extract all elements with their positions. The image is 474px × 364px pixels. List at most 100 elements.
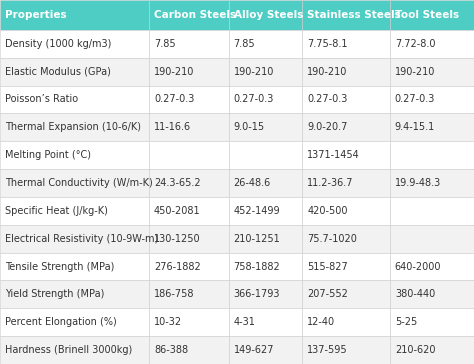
Text: 366-1793: 366-1793 bbox=[234, 289, 280, 299]
Text: Stainless Steels: Stainless Steels bbox=[307, 10, 401, 20]
Bar bbox=[0, 141, 149, 169]
Bar bbox=[0, 308, 149, 336]
Text: 450-2081: 450-2081 bbox=[154, 206, 201, 216]
Text: 380-440: 380-440 bbox=[395, 289, 435, 299]
Bar bbox=[229, 141, 302, 169]
Text: 758-1882: 758-1882 bbox=[234, 262, 281, 272]
Bar bbox=[390, 86, 474, 113]
Text: 190-210: 190-210 bbox=[154, 67, 194, 76]
Text: 276-1882: 276-1882 bbox=[154, 262, 201, 272]
Text: 149-627: 149-627 bbox=[234, 345, 274, 355]
Bar bbox=[390, 336, 474, 364]
Text: 0.27-0.3: 0.27-0.3 bbox=[234, 95, 274, 104]
Bar bbox=[0, 169, 149, 197]
Bar bbox=[229, 308, 302, 336]
Bar bbox=[149, 86, 229, 113]
Text: 515-827: 515-827 bbox=[307, 262, 348, 272]
Bar bbox=[390, 113, 474, 141]
Text: Electrical Resistivity (10-9W-m): Electrical Resistivity (10-9W-m) bbox=[5, 234, 158, 244]
Text: 7.72-8.0: 7.72-8.0 bbox=[395, 39, 435, 49]
Text: Alloy Steels: Alloy Steels bbox=[234, 10, 303, 20]
Bar bbox=[302, 141, 390, 169]
Text: 207-552: 207-552 bbox=[307, 289, 348, 299]
Bar bbox=[302, 30, 390, 58]
Bar bbox=[302, 113, 390, 141]
Text: Elastic Modulus (GPa): Elastic Modulus (GPa) bbox=[5, 67, 110, 76]
Bar bbox=[390, 30, 474, 58]
Bar bbox=[149, 141, 229, 169]
Bar bbox=[302, 197, 390, 225]
Bar bbox=[229, 86, 302, 113]
Text: 5-25: 5-25 bbox=[395, 317, 417, 327]
Text: 190-210: 190-210 bbox=[307, 67, 347, 76]
Bar bbox=[149, 280, 229, 308]
Bar bbox=[229, 197, 302, 225]
Text: 86-388: 86-388 bbox=[154, 345, 188, 355]
Bar bbox=[302, 308, 390, 336]
Bar bbox=[149, 253, 229, 280]
Text: 24.3-65.2: 24.3-65.2 bbox=[154, 178, 201, 188]
Bar bbox=[390, 0, 474, 30]
Bar bbox=[149, 336, 229, 364]
Text: Properties: Properties bbox=[5, 10, 66, 20]
Text: Hardness (Brinell 3000kg): Hardness (Brinell 3000kg) bbox=[5, 345, 132, 355]
Bar bbox=[0, 225, 149, 253]
Bar bbox=[0, 30, 149, 58]
Bar bbox=[0, 0, 149, 30]
Text: 11.2-36.7: 11.2-36.7 bbox=[307, 178, 354, 188]
Bar bbox=[0, 197, 149, 225]
Bar bbox=[149, 169, 229, 197]
Text: 7.75-8.1: 7.75-8.1 bbox=[307, 39, 347, 49]
Text: 186-758: 186-758 bbox=[154, 289, 194, 299]
Bar bbox=[229, 58, 302, 86]
Bar bbox=[149, 30, 229, 58]
Text: 26-48.6: 26-48.6 bbox=[234, 178, 271, 188]
Text: 0.27-0.3: 0.27-0.3 bbox=[395, 95, 435, 104]
Bar bbox=[302, 336, 390, 364]
Bar bbox=[229, 113, 302, 141]
Bar bbox=[302, 225, 390, 253]
Bar bbox=[0, 86, 149, 113]
Bar bbox=[229, 30, 302, 58]
Bar bbox=[390, 58, 474, 86]
Bar bbox=[229, 0, 302, 30]
Bar bbox=[149, 308, 229, 336]
Text: 130-1250: 130-1250 bbox=[154, 234, 201, 244]
Text: Thermal Conductivity (W/m-K): Thermal Conductivity (W/m-K) bbox=[5, 178, 153, 188]
Text: 210-1251: 210-1251 bbox=[234, 234, 281, 244]
Text: Melting Point (°C): Melting Point (°C) bbox=[5, 150, 91, 160]
Bar bbox=[302, 58, 390, 86]
Text: 9.0-15: 9.0-15 bbox=[234, 122, 265, 132]
Text: 137-595: 137-595 bbox=[307, 345, 348, 355]
Text: Poisson’s Ratio: Poisson’s Ratio bbox=[5, 95, 78, 104]
Bar bbox=[390, 280, 474, 308]
Bar bbox=[0, 113, 149, 141]
Text: Specific Heat (J/kg-K): Specific Heat (J/kg-K) bbox=[5, 206, 108, 216]
Bar bbox=[390, 141, 474, 169]
Text: Tool Steels: Tool Steels bbox=[395, 10, 459, 20]
Bar bbox=[302, 169, 390, 197]
Text: Thermal Expansion (10-6/K): Thermal Expansion (10-6/K) bbox=[5, 122, 141, 132]
Bar bbox=[302, 253, 390, 280]
Text: 4-31: 4-31 bbox=[234, 317, 255, 327]
Text: 10-32: 10-32 bbox=[154, 317, 182, 327]
Text: Percent Elongation (%): Percent Elongation (%) bbox=[5, 317, 117, 327]
Bar bbox=[390, 197, 474, 225]
Bar bbox=[229, 280, 302, 308]
Text: 7.85: 7.85 bbox=[234, 39, 255, 49]
Bar bbox=[149, 197, 229, 225]
Bar bbox=[0, 58, 149, 86]
Bar bbox=[149, 0, 229, 30]
Bar bbox=[149, 113, 229, 141]
Text: 1371-1454: 1371-1454 bbox=[307, 150, 360, 160]
Text: 9.4-15.1: 9.4-15.1 bbox=[395, 122, 435, 132]
Bar bbox=[390, 253, 474, 280]
Bar bbox=[302, 86, 390, 113]
Text: 210-620: 210-620 bbox=[395, 345, 435, 355]
Bar bbox=[0, 253, 149, 280]
Text: 11-16.6: 11-16.6 bbox=[154, 122, 191, 132]
Bar bbox=[229, 225, 302, 253]
Text: Density (1000 kg/m3): Density (1000 kg/m3) bbox=[5, 39, 111, 49]
Bar bbox=[229, 253, 302, 280]
Bar bbox=[149, 58, 229, 86]
